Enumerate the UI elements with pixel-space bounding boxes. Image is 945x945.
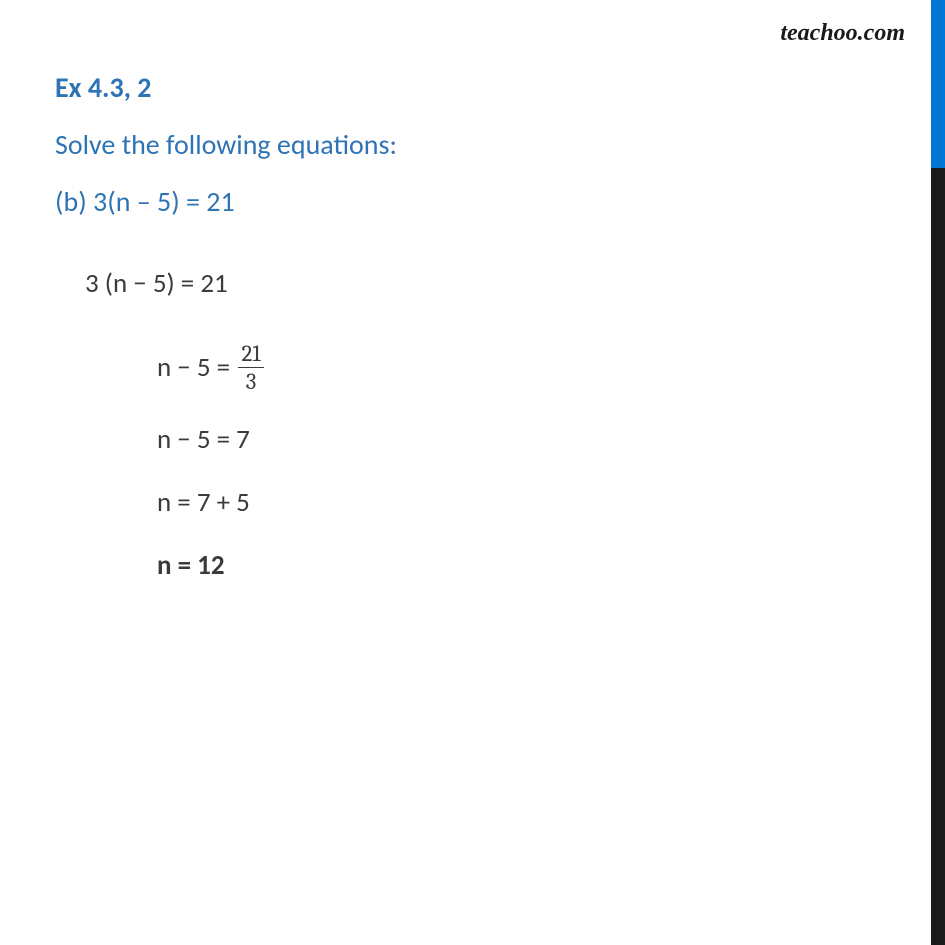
brand-watermark: teachoo.com [780,20,905,47]
side-accent-top [931,0,945,168]
fraction: 21 3 [238,342,264,393]
instruction-text: Solve the following equations: [55,127,890,162]
side-accent-bottom [931,168,945,945]
solution-step: n − 5 = 21 3 [157,342,890,393]
fraction-numerator: 21 [238,342,264,368]
solution-step: 3 (n − 5) = 21 [85,267,890,300]
step-lhs: n − 5 = [157,351,230,384]
exercise-heading: Ex 4.3, 2 [55,70,890,105]
solution-answer: n = 12 [157,549,890,582]
solution-step: n = 7 + 5 [157,486,890,519]
fraction-denominator: 3 [238,368,264,393]
solution-step: n − 5 = 7 [157,423,890,456]
equation-prompt: (b) 3(n – 5) = 21 [55,184,890,219]
solution-indent: n − 5 = 21 3 n − 5 = 7 n = 7 + 5 n = 12 [157,342,890,582]
solution-block: 3 (n − 5) = 21 n − 5 = 21 3 n − 5 = 7 n … [85,267,890,582]
document-content: Ex 4.3, 2 Solve the following equations:… [0,0,945,682]
